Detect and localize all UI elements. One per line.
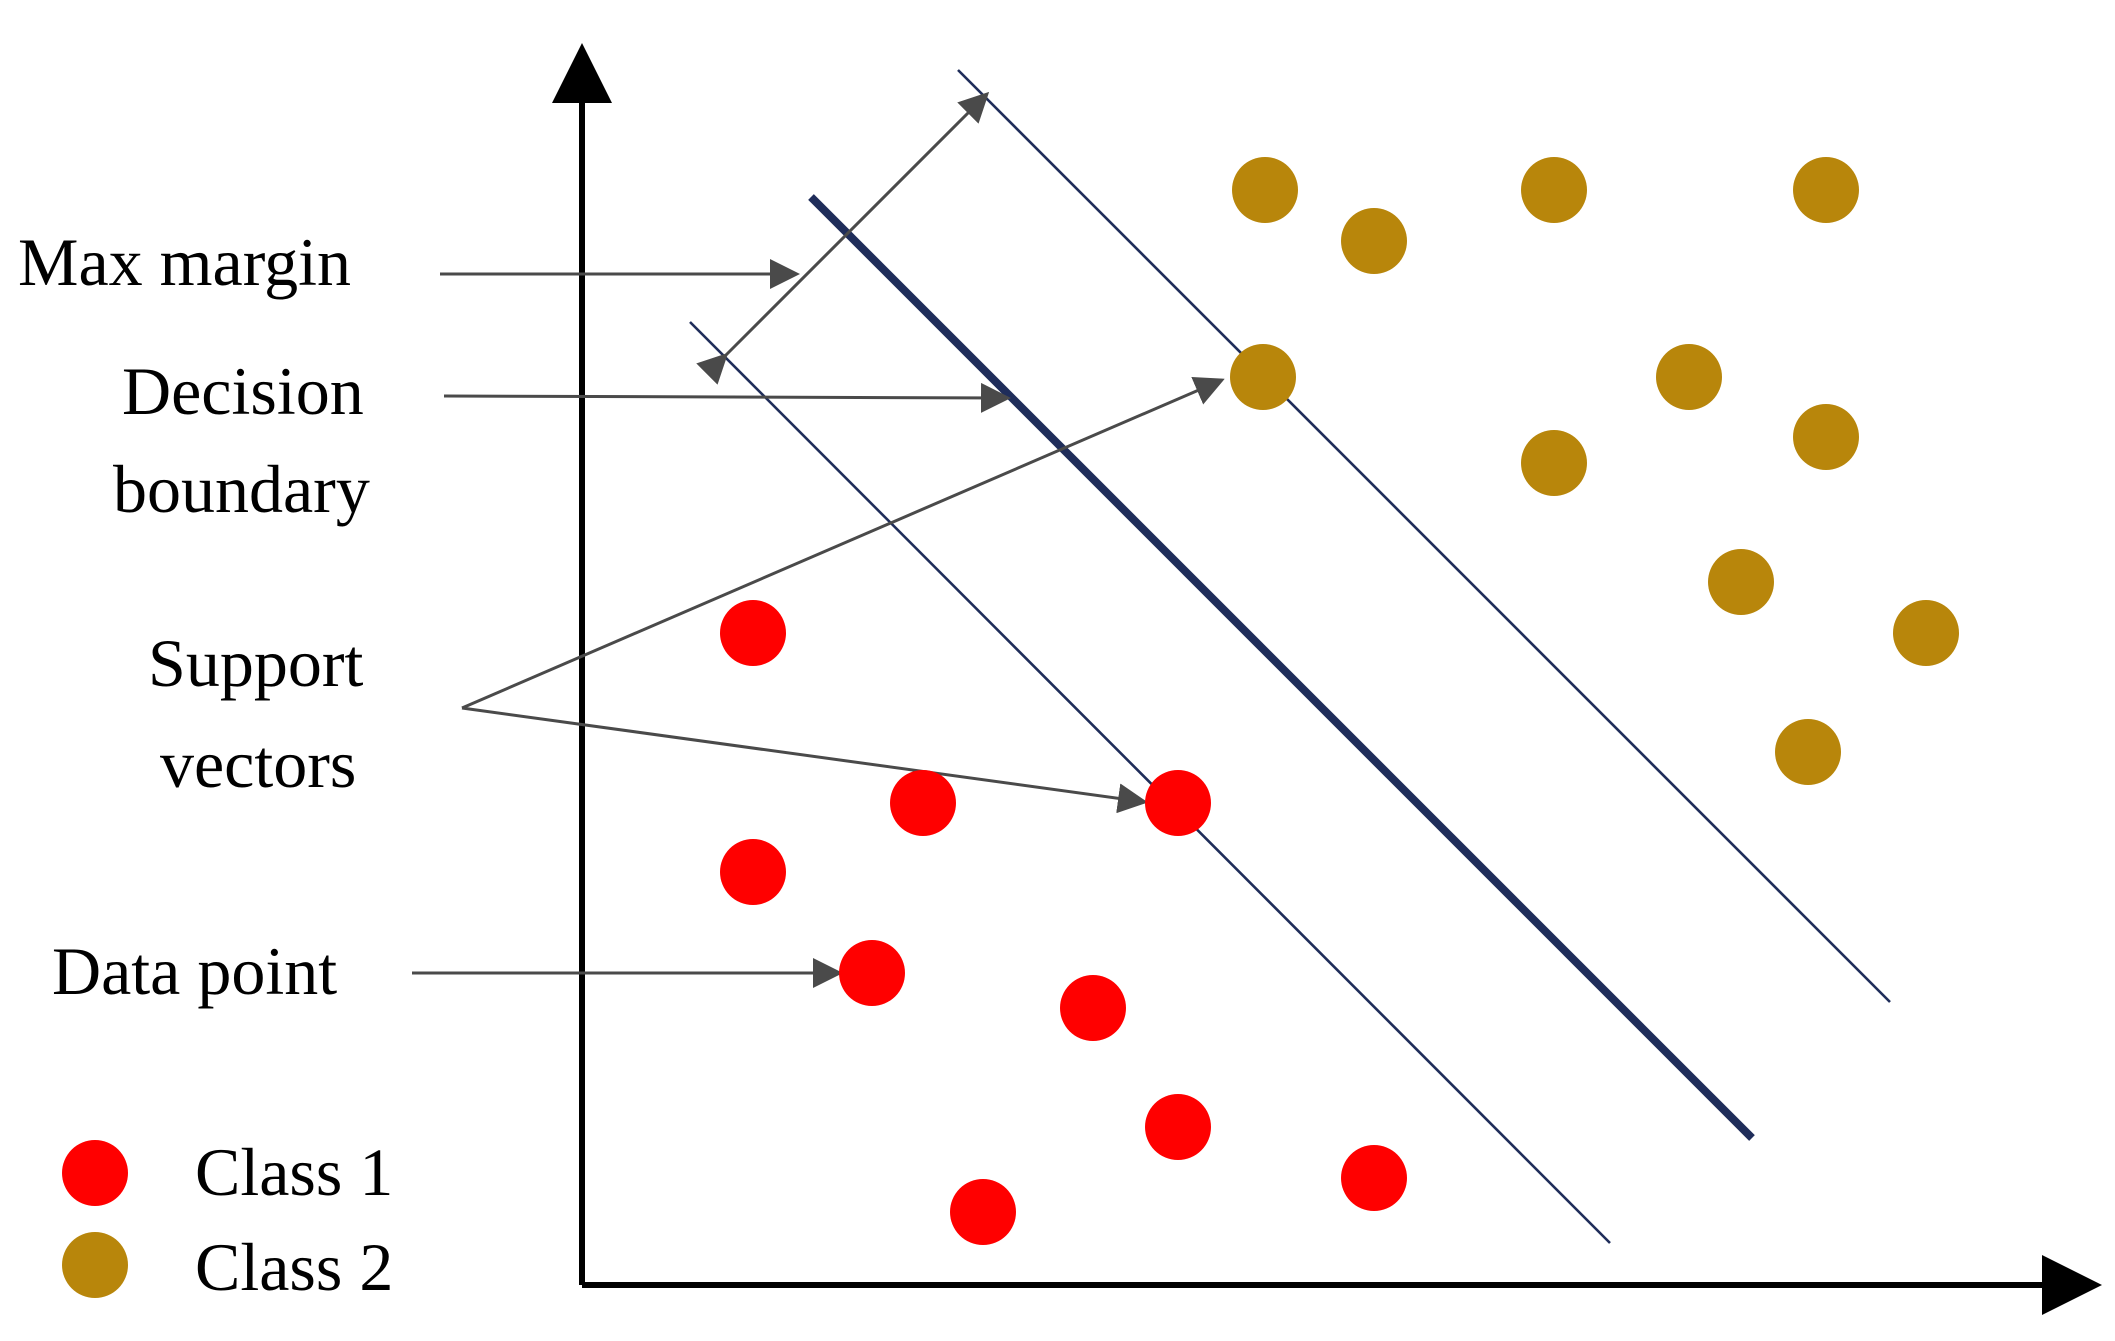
class2-point [1775,719,1841,785]
class2-point [1521,157,1587,223]
class2-point [1656,344,1722,410]
decision-boundary-pointer [443,382,1011,413]
class1-point [1145,1094,1211,1160]
class2-support-vector [1230,344,1296,410]
class1-point [1341,1145,1407,1211]
class2-point [1521,430,1587,496]
support-vector-pointer-upper [461,376,1225,710]
class2-point [1232,157,1298,223]
legend-class2-label: Class 2 [195,1229,393,1305]
legend-class1-label: Class 1 [195,1134,393,1210]
class2-point [1708,549,1774,615]
class1-point [950,1179,1016,1245]
class2-points [1230,157,1959,785]
axes [552,43,2102,1315]
decision-boundary-label-line1: Decision [122,353,364,429]
pointers [412,91,1225,988]
legend: Class 1 Class 2 [62,1134,393,1305]
class1-point [720,839,786,905]
separators [689,69,1891,1244]
decision-boundary-line [808,194,1755,1141]
legend-class1-marker [62,1140,128,1206]
class1-point [839,940,905,1006]
decision-boundary-label-line2: boundary [113,451,370,527]
max-margin-arrow [696,91,990,385]
support-vectors-label-line2: vectors [160,726,356,802]
class2-point [1793,157,1859,223]
lower-margin-line [689,321,1611,1244]
class2-point [1793,404,1859,470]
support-vectors-label-line1: Support [148,625,363,701]
max-margin-label: Max margin [18,224,351,300]
legend-class2-marker [62,1232,128,1298]
class2-point [1893,600,1959,666]
class1-point [1060,975,1126,1041]
data-point-label: Data point [52,933,337,1009]
class2-point [1341,208,1407,274]
annotations: Max margin Decision boundary Support vec… [18,224,370,1009]
class1-point [890,770,956,836]
class1-point [720,600,786,666]
class1-support-vector [1145,770,1211,836]
support-vector-pointer-lower [461,706,1148,814]
upper-margin-line [957,69,1891,1003]
class1-points [720,600,1407,1245]
